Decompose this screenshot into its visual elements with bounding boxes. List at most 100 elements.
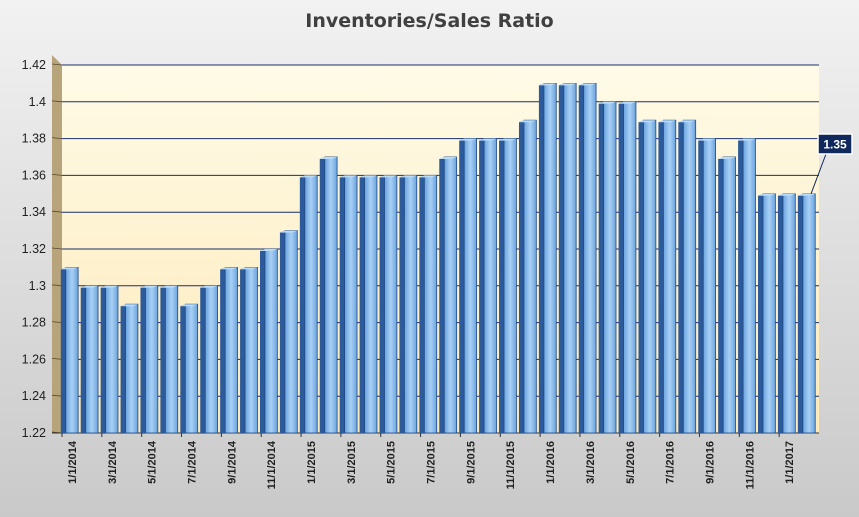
bar-top [60,267,79,270]
bar-side [100,285,106,433]
x-tick-label: 9/1/2014 [226,440,238,484]
bar-side [339,175,345,433]
bar-top [100,285,118,288]
bar-side [160,285,166,433]
bar [85,285,99,434]
plot-side-wall [52,55,62,433]
bar-top [259,249,278,251]
bar [164,285,179,434]
bar [264,248,278,434]
bar-side [538,83,544,434]
bar [523,119,537,434]
bar [344,174,358,434]
bar-side [299,175,305,433]
bar-side [758,193,764,433]
bar-side [578,83,584,434]
bar-top [399,175,417,178]
bar-side [80,285,86,433]
bar [423,174,438,434]
bar-side [120,304,126,433]
bar-top [140,285,158,288]
bar-top [359,175,377,178]
bar-top [160,285,178,288]
bar-side [797,193,803,433]
y-tick-label: 1.38 [22,132,46,146]
bar-top [299,175,318,178]
x-tick-label: 7/1/2015 [426,441,438,484]
bar-top [499,138,517,141]
bar-top [180,304,198,307]
bar-side [499,138,505,433]
gridline-depth [51,358,63,360]
x-tick-label: 5/1/2016 [625,441,637,484]
x-tick-label: 3/1/2016 [585,441,597,484]
bar [105,285,119,434]
y-tick-label: 1.34 [22,205,46,219]
y-tick-label: 1.26 [22,352,46,366]
gridline-depth [51,210,63,213]
bar [184,303,199,434]
bar [224,266,238,434]
bar-side [678,120,684,433]
chart-title: Inventories/Sales Ratio [305,10,554,32]
gridline-depth [51,63,63,66]
bar [384,174,398,434]
bar-side [379,175,385,433]
x-tick-label: 7/1/2016 [665,441,677,484]
bar-top [618,101,636,104]
bar-side [777,193,783,433]
bar-top [558,83,577,86]
bar [244,266,258,434]
bar [304,174,318,434]
x-tick-label: 1/1/2015 [306,441,318,484]
bar-side [479,138,485,433]
bar-top [459,138,477,141]
bar-top [220,267,238,270]
bar-side [279,230,285,433]
y-tick-label: 1.3 [29,279,46,293]
bar [802,193,816,434]
bar [543,83,557,434]
bar [364,174,378,434]
gridline-depth [51,100,63,103]
y-tick-label: 1.42 [22,58,46,72]
bar-side [419,175,425,433]
y-tick-label: 1.24 [22,389,46,403]
x-tick-label: 1/1/2016 [545,441,557,484]
bar-side [658,120,664,433]
bar-side [638,120,644,433]
bar-top [758,193,776,196]
bar-top [518,120,537,123]
bar-top [439,157,457,159]
bar-top [319,157,338,159]
bar-top [538,83,557,86]
bar-side [359,175,365,433]
y-tick-label: 1.4 [29,95,46,109]
x-tick-label: 7/1/2014 [186,440,198,484]
callout-label: 1.35 [823,138,847,152]
gridline-depth [51,321,63,323]
bar-side [618,101,624,434]
bar [782,193,796,434]
bar [463,138,477,434]
bar [443,156,458,434]
bar-top [80,285,99,288]
bar [145,285,159,434]
bar-top [339,175,358,178]
bar-side [200,285,206,433]
callout-box [817,133,853,155]
bar [583,83,597,434]
bar-side [738,138,744,433]
bar-side [60,267,66,433]
bar-top [777,193,796,196]
bar-top [698,138,716,141]
x-tick-label: 11/1/2014 [266,440,278,489]
bar-side [259,249,265,433]
bar [324,156,338,434]
x-tick-label: 3/1/2015 [346,441,358,484]
x-tick-label: 11/1/2015 [505,441,517,489]
bar [663,119,677,434]
bar-side [140,285,146,433]
